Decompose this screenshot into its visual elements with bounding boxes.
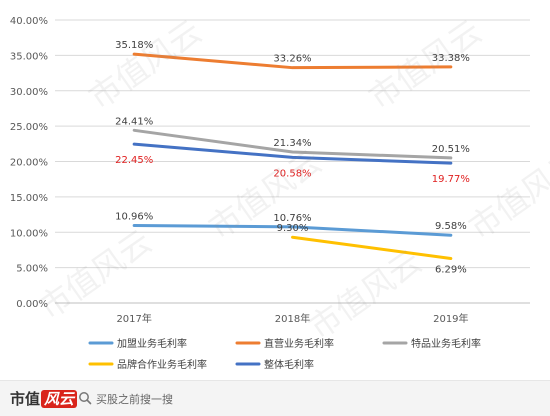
data-label: 9.30% — [277, 223, 309, 234]
series-line — [132, 128, 453, 160]
y-tick-label: 35.00% — [10, 51, 48, 62]
y-tick-label: 0.00% — [16, 299, 48, 310]
y-tick-label: 25.00% — [10, 122, 48, 133]
y-tick-label: 20.00% — [10, 158, 48, 169]
brand-main: 市值 — [10, 390, 41, 408]
data-label: 22.45% — [115, 155, 153, 166]
footer-bar: 市值 风云 买股之前搜一搜 — [0, 380, 550, 416]
data-label: 20.58% — [273, 168, 311, 179]
data-label: 35.18% — [115, 40, 153, 51]
x-tick-label: 2018年 — [275, 312, 310, 325]
x-tick-label: 2017年 — [116, 312, 151, 325]
legend-label: 特品业务毛利率 — [411, 337, 481, 350]
series-line — [291, 235, 453, 260]
series-line — [132, 142, 453, 165]
legend-label: 品牌合作业务毛利率 — [117, 358, 207, 371]
search-hint[interactable]: 买股之前搜一搜 — [96, 393, 173, 406]
data-label: 24.41% — [115, 116, 153, 127]
data-label: 9.58% — [435, 221, 467, 232]
y-tick-label: 15.00% — [10, 193, 48, 204]
data-label: 20.51% — [432, 144, 470, 155]
legend-label: 直营业务毛利率 — [264, 337, 334, 350]
search-icon[interactable] — [78, 391, 92, 405]
line-chart: 0.00% 5.00% 10.00% 15.00% 20.00% 25.00% 30.00%… — [10, 16, 530, 371]
data-label: 33.26% — [273, 54, 311, 65]
data-label: 21.34% — [273, 138, 311, 149]
brand-accent: 风云 — [41, 390, 78, 408]
data-label: 33.38% — [432, 53, 470, 64]
brand-logo[interactable]: 市值 风云 — [10, 388, 78, 409]
y-tick-label: 40.00% — [10, 16, 48, 27]
legend-label: 整体毛利率 — [264, 358, 314, 371]
y-tick-label: 10.00% — [10, 228, 48, 239]
data-label: 10.96% — [115, 211, 153, 222]
series-line — [132, 52, 453, 70]
y-tick-label: 30.00% — [10, 87, 48, 98]
data-label: 10.76% — [273, 213, 311, 224]
data-label: 6.29% — [435, 264, 467, 275]
y-tick-label: 5.00% — [16, 264, 48, 275]
x-tick-label: 2019年 — [433, 312, 468, 325]
data-label: 19.77% — [432, 174, 470, 185]
series-line — [132, 223, 453, 237]
legend-label: 加盟业务毛利率 — [117, 337, 187, 350]
